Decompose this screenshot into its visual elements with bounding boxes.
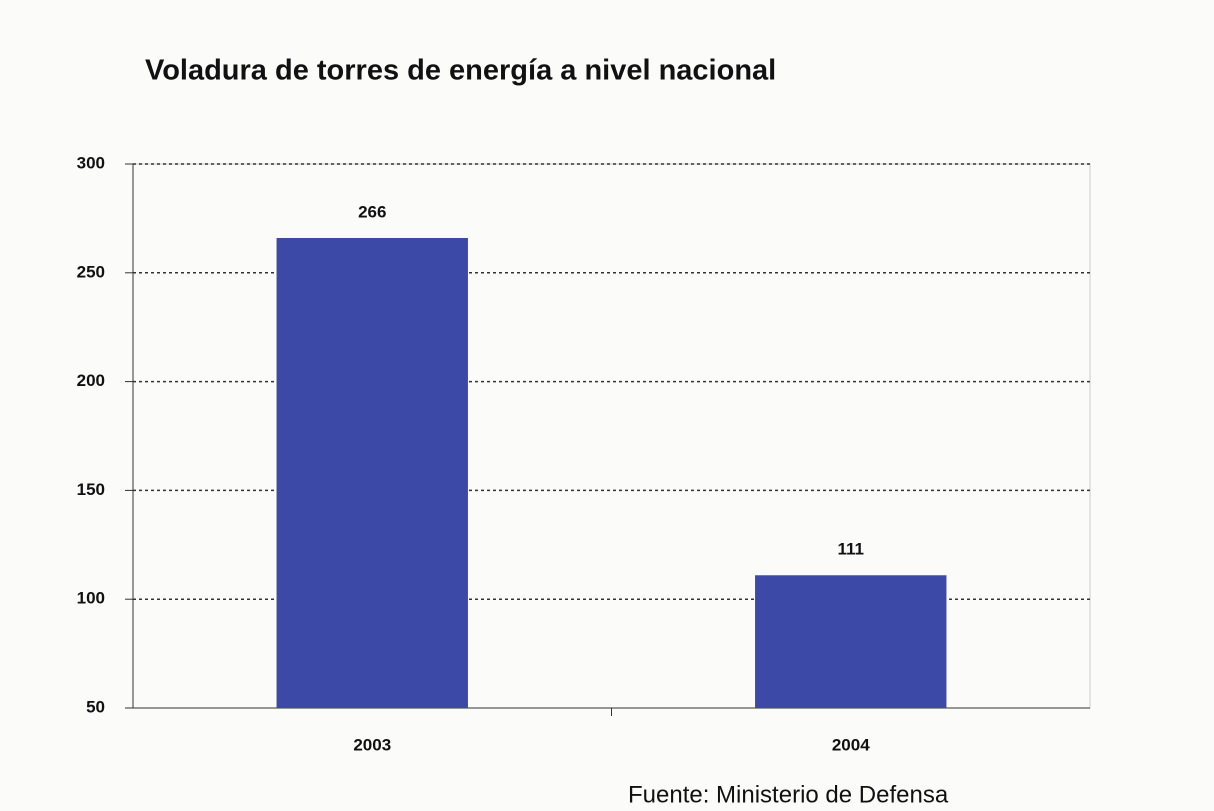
y-tick-label: 100 <box>77 589 105 608</box>
data-label: 266 <box>358 202 386 221</box>
x-tick-label: 2003 <box>353 735 391 754</box>
bar <box>276 237 468 708</box>
data-label: 111 <box>838 540 865 559</box>
chart-title: Voladura de torres de energía a nivel na… <box>145 55 776 87</box>
y-tick-label: 150 <box>77 480 105 499</box>
y-tick-label: 250 <box>77 262 105 281</box>
x-tick-label: 2004 <box>832 735 870 754</box>
y-tick-label: 300 <box>77 153 105 172</box>
y-tick-label: 50 <box>86 697 105 716</box>
y-tick-label: 200 <box>77 371 105 390</box>
source-note: Fuente: Ministerio de Defensa <box>628 781 949 808</box>
bar <box>755 575 947 708</box>
